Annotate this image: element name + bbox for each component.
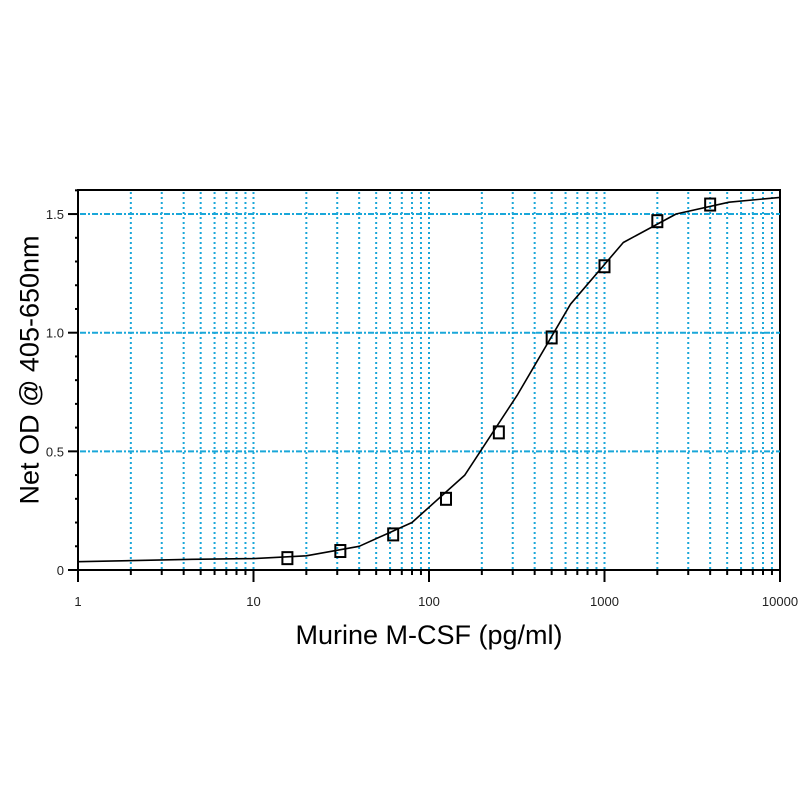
- y-axis-label-text: Net OD @ 405-650nm: [14, 235, 45, 505]
- data-point-marker: [387, 527, 400, 542]
- x-axis-label: Murine M-CSF (pg/ml): [295, 620, 563, 650]
- data-point-marker: [651, 214, 664, 229]
- data-point-marker: [492, 425, 505, 440]
- y-tick-label: 0.5: [46, 444, 64, 459]
- axes: 0 0.5 1.0 1.5 1 10 100 1000 10000: [46, 189, 798, 609]
- x-tick-label: 1000: [590, 594, 619, 609]
- y-axis-label: Net OD @ 405-650nm: [10, 190, 50, 550]
- data-point-marker: [598, 259, 611, 274]
- y-tick-label: 0: [57, 563, 64, 578]
- x-tick-label: 1: [74, 594, 81, 609]
- y-tick-label: 1.0: [46, 326, 64, 341]
- data-point-marker: [704, 197, 717, 212]
- data-point-marker: [545, 330, 558, 345]
- x-tick-label: 10000: [762, 594, 798, 609]
- fitted-curve: [77, 196, 781, 563]
- y-tick-label: 1.5: [46, 207, 64, 222]
- data-points: [281, 197, 717, 566]
- data-point-marker: [334, 544, 347, 559]
- x-tick-label: 10: [246, 594, 260, 609]
- data-point-marker: [440, 491, 453, 506]
- data-point-marker: [281, 551, 294, 566]
- fitted-curve-line: [77, 196, 781, 563]
- x-tick-label: 100: [418, 594, 440, 609]
